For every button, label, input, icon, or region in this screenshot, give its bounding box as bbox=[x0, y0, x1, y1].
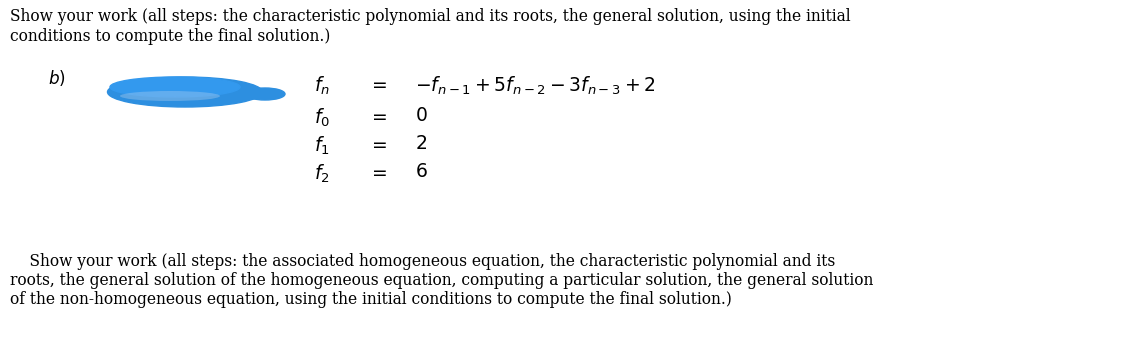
Text: of the non-homogeneous equation, using the initial conditions to compute the fin: of the non-homogeneous equation, using t… bbox=[10, 291, 732, 308]
Text: Show your work (all steps: the characteristic polynomial and its roots, the gene: Show your work (all steps: the character… bbox=[10, 8, 850, 25]
Ellipse shape bbox=[120, 91, 220, 101]
Ellipse shape bbox=[245, 88, 285, 100]
Text: $2$: $2$ bbox=[415, 135, 427, 153]
Text: $=$: $=$ bbox=[368, 163, 387, 181]
Text: roots, the general solution of the homogeneous equation, computing a particular : roots, the general solution of the homog… bbox=[10, 272, 874, 289]
Text: $-f_{n-1}+5f_{n-2}-3f_{n-3}+2$: $-f_{n-1}+5f_{n-2}-3f_{n-3}+2$ bbox=[415, 75, 655, 97]
Text: $0$: $0$ bbox=[415, 107, 428, 125]
Text: $=$: $=$ bbox=[368, 107, 387, 125]
Text: $f_n$: $f_n$ bbox=[314, 75, 330, 97]
Text: Show your work (all steps: the associated homogeneous equation, the characterist: Show your work (all steps: the associate… bbox=[10, 253, 835, 270]
Text: $6$: $6$ bbox=[415, 163, 428, 181]
Ellipse shape bbox=[107, 77, 262, 107]
Text: conditions to compute the final solution.): conditions to compute the final solution… bbox=[10, 28, 330, 45]
Text: $=$: $=$ bbox=[368, 75, 387, 93]
Text: $f_0$: $f_0$ bbox=[314, 107, 330, 129]
Text: $f_2$: $f_2$ bbox=[314, 163, 330, 185]
Ellipse shape bbox=[110, 77, 240, 97]
Text: $b)$: $b)$ bbox=[48, 68, 65, 88]
Text: $f_1$: $f_1$ bbox=[314, 135, 330, 157]
Text: $=$: $=$ bbox=[368, 135, 387, 153]
